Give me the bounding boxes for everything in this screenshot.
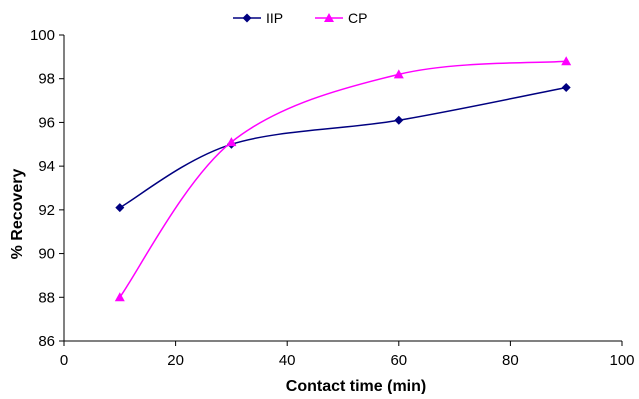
y-axis-label: % Recovery [9, 169, 26, 260]
y-tick-label: 90 [38, 246, 55, 263]
legend-marker-iip [242, 13, 252, 23]
series-iip [115, 82, 571, 213]
y-tick-label: 88 [38, 289, 55, 306]
data-point-iip [561, 82, 571, 92]
series-line-cp [119, 60, 567, 298]
x-tick-label: 0 [60, 352, 68, 369]
y-tick-label: 96 [38, 114, 55, 131]
x-tick-label: 40 [279, 352, 296, 369]
legend: IIP CP [233, 10, 367, 26]
series-cp [114, 56, 572, 302]
data-point-cp [226, 137, 237, 147]
data-point-cp [393, 69, 404, 79]
legend-marker-cp [324, 13, 334, 22]
axes: 86 88 90 92 94 96 98 100 0 20 40 60 80 100 [30, 27, 635, 369]
y-tick-label: 98 [38, 71, 55, 88]
y-tick-label: 100 [30, 27, 55, 44]
series-lines [114, 56, 572, 302]
x-tick-label: 60 [390, 352, 407, 369]
x-tick-label: 100 [609, 352, 634, 369]
data-point-iip [115, 203, 125, 213]
legend-item-iip: IIP [233, 10, 283, 26]
series-line-iip [119, 86, 567, 209]
x-tick-label: 80 [502, 352, 519, 369]
x-axis-label: Contact time (min) [286, 378, 426, 394]
y-tick-label: 94 [38, 158, 55, 175]
legend-label-iip: IIP [266, 10, 283, 26]
data-point-iip [394, 115, 404, 125]
legend-label-cp: CP [348, 10, 367, 26]
x-tick-label: 20 [167, 352, 184, 369]
data-point-cp [561, 56, 572, 66]
data-point-cp [114, 292, 125, 302]
y-tick-label: 92 [38, 202, 55, 219]
y-tick-label: 86 [38, 333, 55, 350]
legend-item-cp: CP [315, 10, 367, 26]
